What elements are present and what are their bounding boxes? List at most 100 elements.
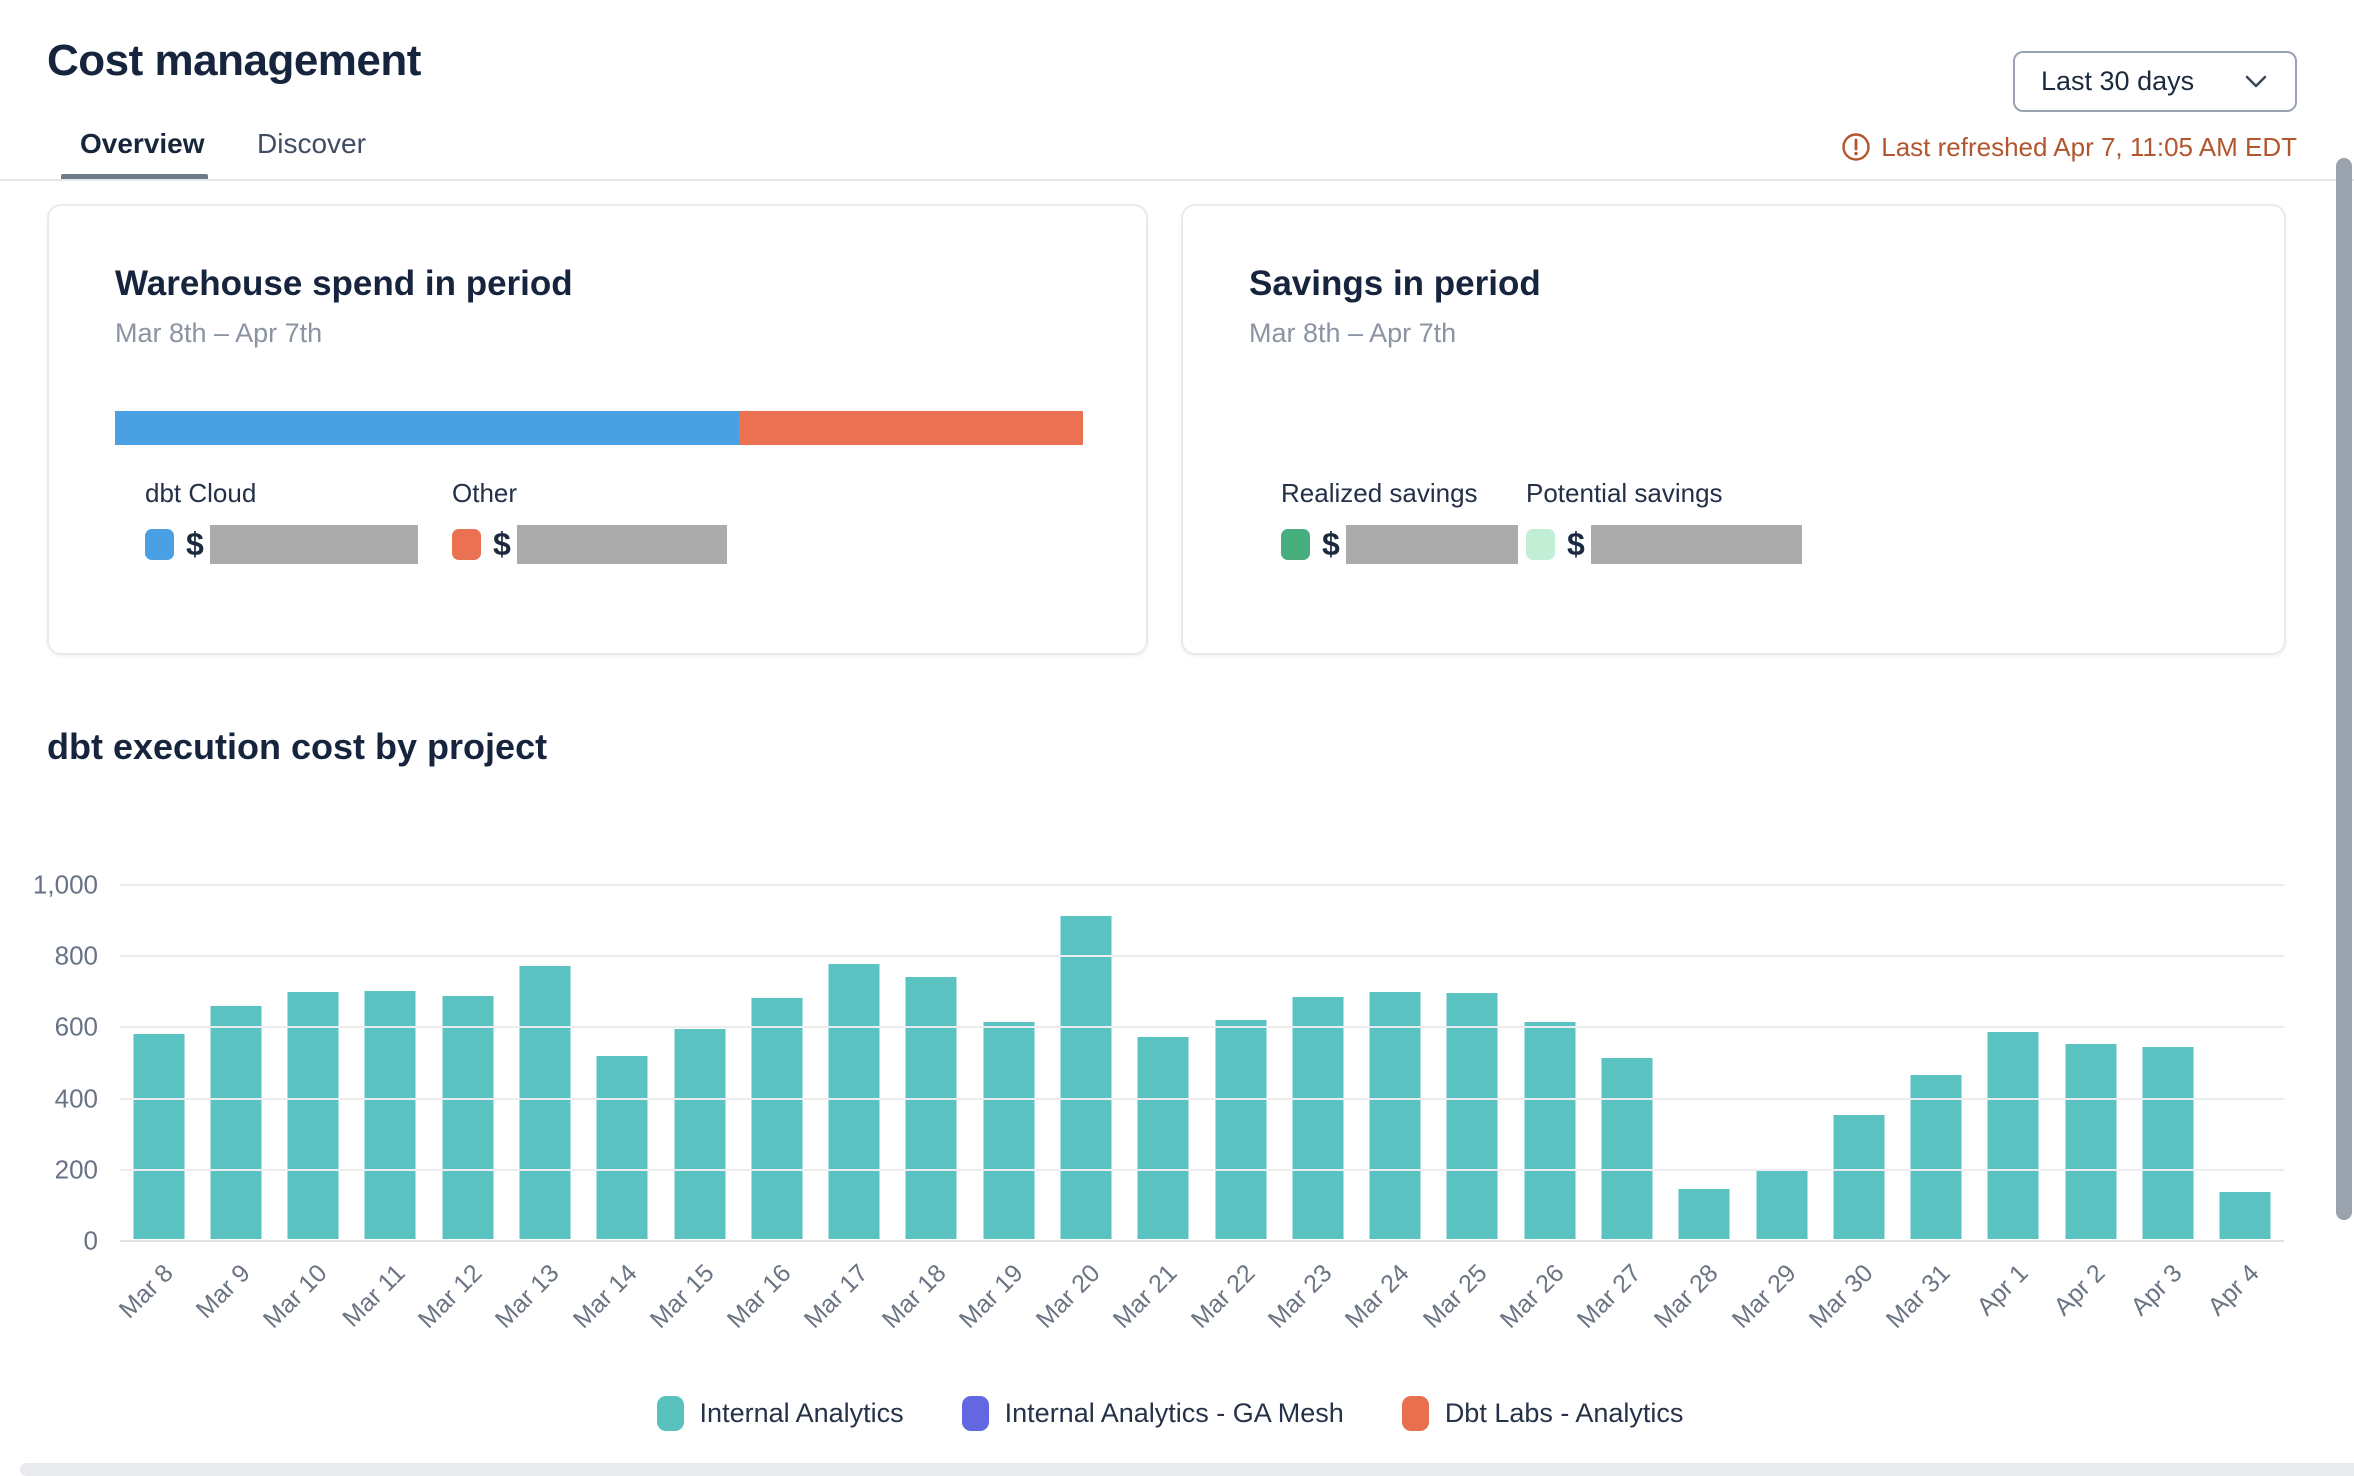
- realized-savings-redacted-value: [1345, 525, 1518, 564]
- spend-legend-dbt-cloud: dbt Cloud $: [145, 478, 418, 564]
- x-label-slot: Mar 20: [1031, 1243, 1124, 1353]
- bar-slot: [275, 885, 352, 1239]
- potential-savings-label: Potential savings: [1526, 478, 1723, 508]
- period-selector-value: Last 30 days: [2041, 66, 2195, 96]
- x-tick-label: Apr 2: [2048, 1259, 2111, 1322]
- x-label-slot: Apr 4: [2203, 1243, 2284, 1353]
- chart-y-axis: 1,000 800 600 400 200 0: [0, 870, 98, 1256]
- bar-mar-25[interactable]: [1446, 992, 1498, 1239]
- gridline-0: [120, 1240, 2284, 1242]
- bar-mar-29[interactable]: [1756, 1169, 1808, 1239]
- bar-mar-23[interactable]: [1292, 996, 1344, 1239]
- bar-slot: [1897, 885, 1974, 1239]
- x-label-slot: Mar 9: [191, 1243, 274, 1353]
- x-label-slot: Mar 27: [1572, 1243, 1665, 1353]
- bar-slot: [506, 885, 583, 1239]
- bar-slot: [1434, 885, 1511, 1239]
- bar-mar-28[interactable]: [1678, 1189, 1730, 1239]
- y-tick-label: 600: [54, 1011, 98, 1042]
- dbt-cloud-swatch: [145, 529, 174, 560]
- gridline-800: [120, 955, 2284, 958]
- bar-mar-30[interactable]: [1833, 1114, 1885, 1239]
- bar-mar-13[interactable]: [519, 965, 571, 1239]
- warehouse-spend-period: Mar 8th – Apr 7th: [115, 318, 323, 348]
- tab-overview[interactable]: Overview: [80, 128, 205, 159]
- bar-mar-17[interactable]: [828, 963, 880, 1239]
- bar-mar-26[interactable]: [1524, 1022, 1576, 1239]
- bar-slot: [2207, 885, 2284, 1239]
- x-label-slot: Mar 16: [722, 1243, 815, 1353]
- stacked-bar-segment-dbt-cloud: [115, 411, 740, 445]
- page-title: Cost management: [47, 36, 421, 85]
- y-tick-label: 400: [54, 1083, 98, 1114]
- bar-mar-11[interactable]: [364, 990, 416, 1239]
- x-label-slot: Mar 22: [1186, 1243, 1279, 1353]
- realized-savings-label: Realized savings: [1281, 478, 1478, 508]
- x-label-slot: Mar 29: [1727, 1243, 1820, 1353]
- legend-swatch: [1401, 1396, 1429, 1431]
- bar-mar-22[interactable]: [1215, 1019, 1267, 1239]
- bar-mar-19[interactable]: [983, 1022, 1035, 1239]
- legend-item-dbt-labs-analytics[interactable]: Dbt Labs - Analytics: [1401, 1396, 1684, 1431]
- x-label-slot: Mar 30: [1804, 1243, 1897, 1353]
- last-refreshed-text: Last refreshed Apr 7, 11:05 AM EDT: [1881, 131, 2297, 162]
- warehouse-spend-title: Warehouse spend in period: [115, 264, 573, 303]
- bar-slot: [1279, 885, 1356, 1239]
- horizontal-scrollbar[interactable]: [20, 1463, 2354, 1476]
- bar-mar-27[interactable]: [1601, 1058, 1653, 1239]
- bar-mar-21[interactable]: [1137, 1036, 1189, 1239]
- bar-mar-8[interactable]: [133, 1034, 185, 1239]
- other-swatch: [452, 529, 481, 560]
- tab-discover[interactable]: Discover: [257, 128, 366, 159]
- warehouse-spend-card: Warehouse spend in period Mar 8th – Apr …: [47, 204, 1148, 655]
- bar-slot: [2129, 885, 2206, 1239]
- bar-slot: [2052, 885, 2129, 1239]
- legend-swatch: [656, 1396, 684, 1431]
- vertical-scrollbar-thumb[interactable]: [2336, 158, 2352, 1220]
- period-selector-dropdown[interactable]: Last 30 days: [2013, 51, 2297, 112]
- spend-legend-other-label: Other: [452, 478, 518, 508]
- bar-slot: [1820, 885, 1897, 1239]
- bar-mar-24[interactable]: [1369, 991, 1421, 1239]
- bar-mar-20[interactable]: [1060, 915, 1112, 1239]
- bar-apr-4[interactable]: [2219, 1192, 2271, 1239]
- bar-mar-15[interactable]: [674, 1029, 726, 1239]
- bar-mar-18[interactable]: [905, 977, 957, 1239]
- bar-apr-1[interactable]: [1987, 1031, 2039, 1239]
- x-label-slot: Mar 21: [1108, 1243, 1202, 1353]
- x-tick-label: Apr 3: [2125, 1259, 2188, 1322]
- bar-apr-2[interactable]: [2065, 1044, 2117, 1239]
- bar-slot: [1975, 885, 2052, 1239]
- bar-mar-9[interactable]: [210, 1005, 262, 1239]
- x-label-slot: Mar 13: [490, 1243, 583, 1353]
- bar-mar-31[interactable]: [1910, 1075, 1962, 1239]
- bar-slot: [584, 885, 661, 1239]
- legend-label: Dbt Labs - Analytics: [1444, 1398, 1684, 1428]
- legend-item-internal-analytics[interactable]: Internal Analytics: [656, 1396, 904, 1431]
- legend-label: Internal Analytics - GA Mesh: [1004, 1398, 1344, 1428]
- gridline-400: [120, 1097, 2284, 1100]
- spend-stacked-bar: [115, 411, 1083, 445]
- tab-divider: [0, 179, 2354, 181]
- bar-mar-12[interactable]: [442, 995, 494, 1239]
- chart-x-axis: Mar 8 Mar 9 Mar 10 Mar 11 Mar 12 Mar 13 Mar 14…: [113, 1243, 2284, 1353]
- bar-mar-14[interactable]: [596, 1055, 648, 1239]
- dbt-cloud-dollar-sign: $: [186, 526, 204, 562]
- bar-slot: [1202, 885, 1279, 1239]
- bar-slot: [970, 885, 1047, 1239]
- bar-series-internal-analytics: [120, 885, 2284, 1239]
- x-label-slot: Mar 8: [113, 1243, 197, 1353]
- savings-period: Mar 8th – Apr 7th: [1249, 318, 1457, 348]
- savings-card: Savings in period Mar 8th – Apr 7th Real…: [1181, 204, 2286, 655]
- bar-mar-16[interactable]: [751, 998, 803, 1239]
- x-label-slot: Mar 10: [258, 1243, 352, 1353]
- bar-apr-3[interactable]: [2142, 1046, 2194, 1239]
- bar-slot: [1125, 885, 1202, 1239]
- legend-swatch: [961, 1396, 989, 1431]
- bar-slot: [197, 885, 274, 1239]
- x-label-slot: Mar 12: [413, 1243, 506, 1353]
- bar-slot: [738, 885, 815, 1239]
- legend-item-internal-analytics-ga-mesh[interactable]: Internal Analytics - GA Mesh: [961, 1396, 1344, 1431]
- bar-mar-10[interactable]: [287, 992, 339, 1239]
- chart-legend: Internal Analytics Internal Analytics - G…: [0, 1396, 2340, 1431]
